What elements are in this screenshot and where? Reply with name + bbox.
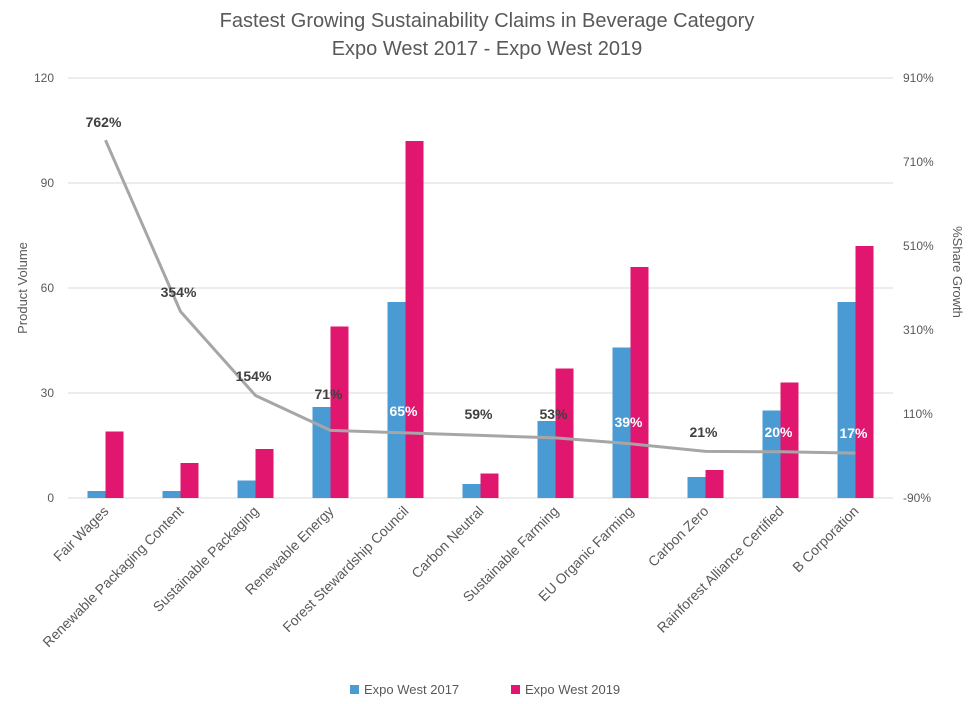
category-label: Fair Wages [50, 503, 112, 565]
bar-2017 [87, 491, 106, 498]
y-axis-title: Product Volume [15, 242, 30, 334]
chart-title: Fastest Growing Sustainability Claims in… [220, 10, 755, 32]
y2-tick-label: 310% [903, 323, 934, 337]
category-label: Carbon Zero [645, 503, 712, 570]
bar-2017 [612, 347, 631, 498]
bar-2019 [255, 449, 274, 498]
bar-2019 [180, 463, 199, 498]
y-axis-ticks: 0 30 60 90 120 [34, 71, 54, 505]
bar-2019 [405, 141, 424, 498]
bar-2019 [780, 382, 799, 498]
growth-label: 154% [236, 368, 272, 384]
bar-2017 [462, 484, 481, 498]
bar-2017 [237, 480, 256, 498]
bar-2019 [480, 473, 499, 498]
y-tick-label: 0 [47, 491, 54, 505]
y-tick-label: 90 [41, 176, 55, 190]
bar-2017 [162, 491, 181, 498]
growth-label: 762% [86, 114, 122, 130]
growth-label: 354% [161, 284, 197, 300]
bar-2019 [105, 431, 124, 498]
growth-label: 65% [389, 403, 418, 419]
growth-label: 39% [614, 414, 643, 430]
y-tick-label: 30 [41, 386, 55, 400]
growth-label: 20% [764, 424, 793, 440]
legend-label-2017: Expo West 2017 [364, 682, 459, 697]
legend-label-2019: Expo West 2019 [525, 682, 620, 697]
y2-axis-ticks: -90% 110% 310% 510% 710% 910% [903, 71, 934, 505]
bar-2019 [705, 470, 724, 498]
bar-2019 [630, 267, 649, 498]
y2-tick-label: -90% [903, 491, 931, 505]
y-tick-label: 120 [34, 71, 54, 85]
bar-2019 [330, 326, 349, 498]
bar-2017 [837, 302, 856, 498]
chart-subtitle: Expo West 2017 - Expo West 2019 [332, 38, 643, 60]
y-tick-label: 60 [41, 281, 55, 295]
growth-label: 17% [839, 425, 868, 441]
growth-label: 59% [464, 406, 493, 422]
bar-2017 [687, 477, 706, 498]
y2-tick-label: 910% [903, 71, 934, 85]
y2-tick-label: 510% [903, 239, 934, 253]
gridlines [68, 77, 893, 499]
growth-line [104, 139, 856, 455]
bar-2017 [387, 302, 406, 498]
bars [87, 141, 874, 498]
bar-2017 [312, 407, 331, 498]
y2-tick-label: 110% [903, 407, 933, 421]
y2-axis-title: %Share Growth [950, 226, 965, 318]
legend-swatch-2017 [350, 685, 359, 694]
bar-2017 [537, 421, 556, 498]
category-label: Renewable Packaging Content [39, 503, 186, 650]
bar-2019 [555, 368, 574, 498]
growth-label: 53% [539, 406, 568, 422]
category-label: Forest Stewardship Council [279, 503, 411, 635]
bar-2017 [762, 410, 781, 498]
growth-line-group [104, 139, 856, 455]
y2-tick-label: 710% [903, 155, 934, 169]
bar-2019 [855, 246, 874, 498]
category-label: B Corporation [789, 503, 861, 575]
category-label: Rainforest Alliance Certified [654, 503, 787, 636]
category-label: Carbon Neutral [408, 503, 486, 581]
growth-label: 21% [689, 424, 718, 440]
growth-labels: 762% 354% 154% 71% 65% 59% 53% 39% 21% 20% 17% [86, 114, 868, 441]
legend: Expo West 2017 Expo West 2019 [350, 682, 620, 697]
legend-swatch-2019 [511, 685, 520, 694]
growth-label: 71% [314, 386, 343, 402]
